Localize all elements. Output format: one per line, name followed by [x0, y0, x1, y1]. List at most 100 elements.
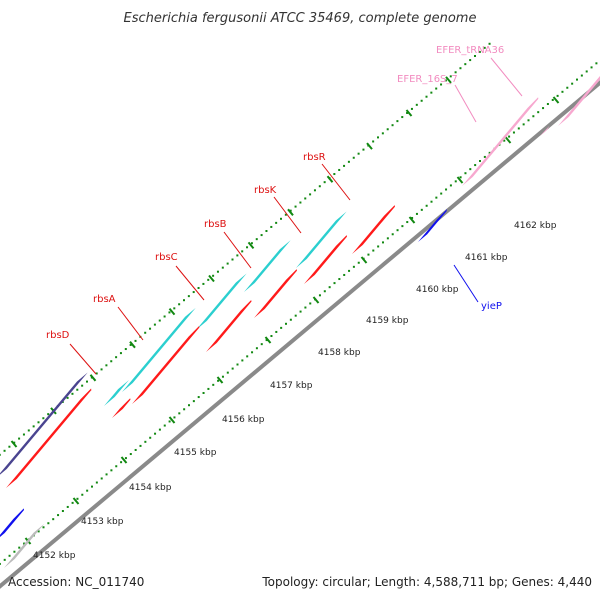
inner-scale-tick: [264, 336, 272, 344]
inner-scale-dot: [508, 135, 511, 138]
inner-scale-dot: [551, 98, 554, 101]
outer-scale-dot: [255, 238, 258, 241]
gene-label: rbsA: [93, 294, 116, 305]
inner-scale-dot: [411, 216, 414, 219]
outer-scale-dot: [280, 217, 282, 220]
inner-scale-dot: [517, 127, 520, 130]
inner-scale-dot: [304, 306, 307, 309]
inner-scale-dot: [255, 347, 258, 350]
outer-scale-dot: [250, 242, 253, 245]
outer-scale-dot: [13, 441, 16, 444]
outer-scale-dot: [444, 79, 447, 82]
inner-scale-dot: [396, 229, 399, 232]
outer-scale-dot: [236, 254, 239, 257]
outer-scale-dot: [95, 372, 98, 375]
outer-scale-dot: [474, 55, 476, 57]
gene-label: rbsC: [155, 252, 178, 263]
outer-scale-dot: [347, 160, 350, 163]
inner-scale-dot: [226, 371, 229, 374]
inner-scale-dot: [479, 160, 481, 162]
inner-scale-dot: [527, 119, 530, 122]
outer-scale-dot: [469, 59, 472, 62]
inner-scale-dot: [445, 188, 448, 191]
outer-scale-dot: [309, 193, 312, 196]
outer-scale-dot: [202, 282, 205, 285]
yiep-gene: [418, 209, 447, 242]
outer-scale-dot: [168, 311, 171, 314]
inner-scale-dot: [367, 253, 370, 256]
outer-scale-dot: [425, 95, 428, 98]
inner-scale-dot: [115, 465, 118, 468]
outer-scale-dot: [22, 433, 25, 436]
red-gene-feature: [254, 269, 297, 318]
feature-layer: [0, 75, 600, 589]
gene-label: EFER_tRNA36: [436, 45, 504, 56]
inner-scale-dot: [23, 542, 26, 545]
gene-label-leader: [273, 196, 302, 234]
outer-scale-dot: [0, 453, 1, 456]
grey-feature: [4, 523, 45, 568]
kbp-scale-label: 4153 kbp: [81, 517, 124, 527]
gene-label-leader: [117, 306, 144, 341]
inner-scale-tick: [552, 96, 560, 104]
inner-scale-dot: [415, 212, 418, 215]
gene-label-leader: [69, 343, 97, 375]
tick-layer: [0, 42, 598, 565]
outer-scale-dot: [381, 132, 384, 135]
outer-scale-dot: [488, 42, 491, 45]
outer-scale-dot: [163, 315, 166, 318]
inner-scale-dot: [173, 416, 176, 419]
inner-scale-tick: [360, 256, 368, 264]
inner-scale-dot: [556, 94, 559, 97]
inner-scale-dot: [270, 335, 273, 338]
outer-scale-dot: [178, 303, 181, 306]
outer-scale-dot: [440, 83, 443, 86]
gene-label: EFER_16S_7: [397, 74, 458, 85]
outer-scale-dot: [115, 356, 118, 359]
inner-scale-dot: [95, 481, 98, 484]
inner-scale-dot: [430, 200, 433, 203]
outer-scale-dot: [362, 148, 365, 151]
efer-trna36-gene: [540, 125, 550, 136]
inner-scale-tick: [72, 497, 80, 505]
inner-scale-dot: [357, 261, 360, 264]
inner-scale-dot: [537, 111, 540, 114]
outer-scale-dot: [410, 107, 413, 110]
outer-scale-dot: [144, 331, 147, 334]
outer-scale-dot: [76, 388, 79, 391]
kbp-scale-label: 4162 kbp: [514, 221, 557, 231]
inner-scale-dot: [86, 489, 89, 492]
outer-scale-tick: [89, 374, 97, 382]
kbp-scale-label: 4152 kbp: [33, 551, 76, 561]
outer-scale-tick: [208, 274, 215, 283]
outer-scale-dot: [420, 99, 423, 102]
inner-scale-dot: [571, 82, 574, 85]
inner-scale-dot: [328, 286, 331, 289]
rbsd-gene: [104, 380, 129, 406]
outer-scale-dot: [100, 368, 103, 371]
outer-scale-tick: [247, 241, 255, 250]
gene-label: rbsK: [254, 185, 277, 196]
outer-scale-tick: [366, 142, 373, 150]
gene-label-leader: [321, 163, 351, 201]
inner-scale-dot: [246, 355, 249, 358]
outer-scale-dot: [304, 197, 307, 200]
inner-scale-dot: [483, 155, 486, 158]
inner-scale-dot: [406, 221, 409, 224]
outer-scale-tick: [129, 341, 136, 349]
inner-scale-dot: [299, 310, 302, 313]
outer-scale-dot: [323, 181, 326, 184]
outer-scale-dot: [391, 124, 394, 127]
inner-scale-dot: [488, 151, 491, 154]
outer-scale-dot: [343, 164, 346, 167]
outer-scale-dot: [212, 274, 215, 277]
outer-scale-dot: [110, 360, 113, 363]
inner-scale-dot: [503, 139, 506, 142]
inner-scale-dot: [144, 440, 147, 443]
inner-scale-tick: [312, 296, 320, 304]
outer-scale-dot: [173, 307, 176, 310]
inner-scale-dot: [377, 245, 380, 248]
rbsa-gene: [122, 307, 196, 392]
outer-scale-dot: [406, 111, 409, 114]
inner-scale-dot: [343, 273, 346, 276]
